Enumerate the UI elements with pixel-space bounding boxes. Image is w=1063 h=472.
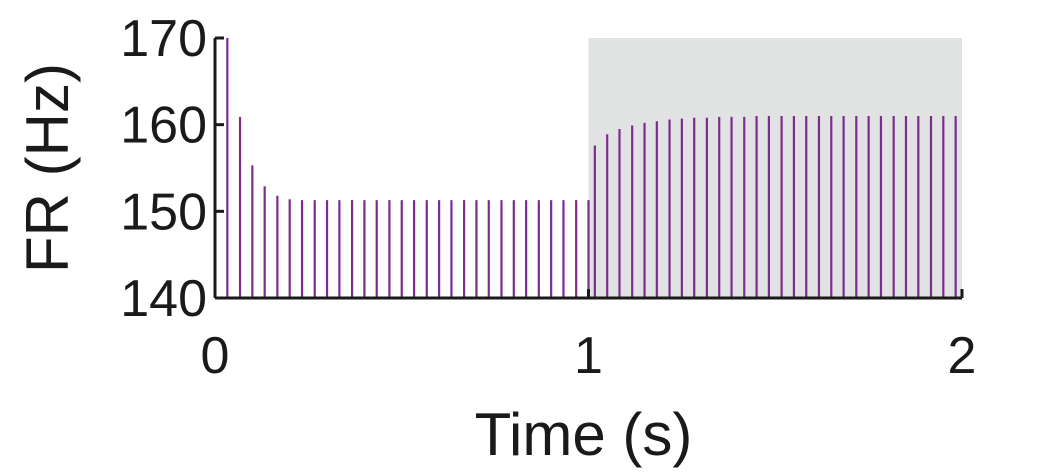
y-tick-label: 150 (120, 183, 207, 241)
x-ticks: 0 1 2 (201, 289, 977, 385)
x-tick-label: 0 (201, 327, 230, 385)
y-tick-label: 170 (120, 10, 207, 68)
x-axis-label: Time (s) (475, 401, 693, 468)
y-tick-label: 160 (120, 97, 207, 155)
x-tick-label: 2 (948, 327, 977, 385)
bars-group (226, 38, 957, 298)
y-tick-label: 140 (120, 270, 207, 328)
x-tick-label: 1 (574, 327, 603, 385)
shaded-region (588, 38, 962, 298)
y-axis-label: FR (Hz) (14, 63, 81, 273)
y-ticks: 140 150 160 170 (120, 10, 224, 328)
